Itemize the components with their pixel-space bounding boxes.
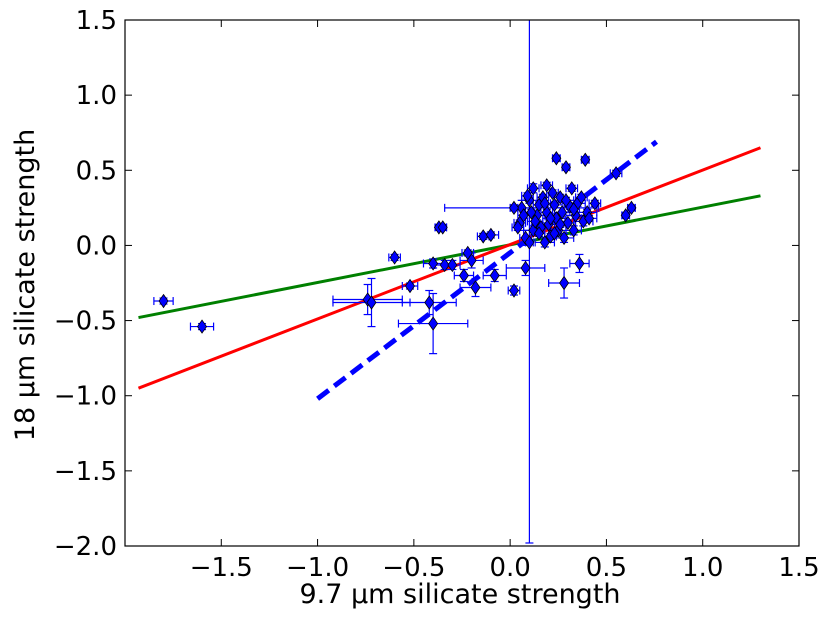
data-point	[428, 316, 439, 331]
data-point	[576, 190, 587, 205]
data-point	[547, 185, 558, 201]
data-point	[524, 235, 535, 250]
data-point	[509, 200, 519, 216]
data-point	[545, 211, 556, 226]
plot-frame	[124, 19, 800, 547]
fit-lines	[137, 139, 762, 401]
data-point	[549, 197, 560, 213]
data-point	[559, 230, 570, 246]
data-point	[428, 256, 439, 271]
data-point	[512, 220, 523, 235]
green-fit-line	[138, 194, 761, 320]
data-point	[559, 275, 570, 291]
data-point	[366, 295, 377, 310]
data-point	[405, 278, 415, 294]
data-point	[424, 295, 435, 310]
data-point	[466, 253, 477, 268]
data-point	[526, 205, 537, 220]
x-tick-label: −0.5	[382, 553, 445, 583]
data-point	[555, 217, 566, 232]
y-tick-label: −1.0	[54, 382, 117, 412]
data-point	[568, 223, 579, 238]
y-tick-label: 1.5	[76, 6, 117, 36]
y-tick-label: −2.0	[54, 532, 117, 562]
error-bars	[153, 20, 636, 544]
data-point	[478, 229, 489, 244]
data-point	[158, 293, 169, 309]
y-axis-label: 18 μm silicate strength	[10, 129, 41, 441]
data-point	[439, 257, 450, 273]
data-point	[584, 211, 595, 226]
data-point	[557, 205, 568, 220]
data-point	[389, 250, 400, 265]
data-point	[568, 202, 579, 217]
data-point	[541, 178, 552, 193]
x-axis-label: 9.7 μm silicate strength	[299, 579, 620, 610]
data-point	[580, 152, 591, 167]
data-point	[562, 215, 573, 231]
data-point	[549, 226, 560, 241]
data-point	[489, 268, 500, 283]
y-tick-label: 1.0	[76, 81, 117, 111]
blue-fit-line	[316, 139, 659, 401]
data-point	[522, 188, 533, 204]
data-point	[485, 227, 496, 243]
data-point	[626, 200, 637, 216]
x-tick-label: −1.0	[286, 553, 349, 583]
data-point	[620, 208, 631, 223]
data-point	[534, 226, 545, 241]
data-point	[528, 181, 539, 196]
data-point	[561, 193, 571, 208]
data-point	[539, 196, 550, 211]
data-point	[530, 214, 541, 229]
data-point	[551, 151, 562, 166]
x-tick-label: 1.0	[682, 553, 723, 583]
data-point	[589, 196, 600, 211]
data-point	[470, 280, 481, 295]
data-point	[197, 319, 208, 334]
y-tick-label: 0.0	[76, 231, 117, 261]
x-tick-label: 1.5	[778, 553, 819, 583]
data-point	[447, 257, 458, 273]
data-point	[518, 208, 529, 223]
data-point	[574, 256, 585, 271]
x-axis-ticks: −1.5 −1.0 −0.5 0.0 0.5 1.0 1.5	[190, 20, 820, 583]
data-point	[509, 283, 519, 298]
y-axis-ticks: −2.0 −1.5 −1.0 −0.5 0.0 0.5 1.0 1.5	[54, 6, 799, 562]
y-tick-label: −1.5	[54, 457, 117, 487]
x-tick-label: −1.5	[190, 553, 253, 583]
data-point	[520, 260, 531, 276]
data-point	[539, 235, 550, 250]
data-point	[561, 160, 571, 175]
data-point	[611, 166, 622, 181]
data-point	[566, 181, 577, 196]
x-tick-label: 0.5	[586, 553, 627, 583]
data-point	[437, 220, 448, 235]
y-tick-label: −0.5	[54, 307, 117, 337]
x-tick-label: 0.0	[489, 553, 530, 583]
data-point	[458, 268, 469, 283]
data-markers	[158, 151, 637, 334]
y-tick-label: 0.5	[76, 156, 117, 186]
